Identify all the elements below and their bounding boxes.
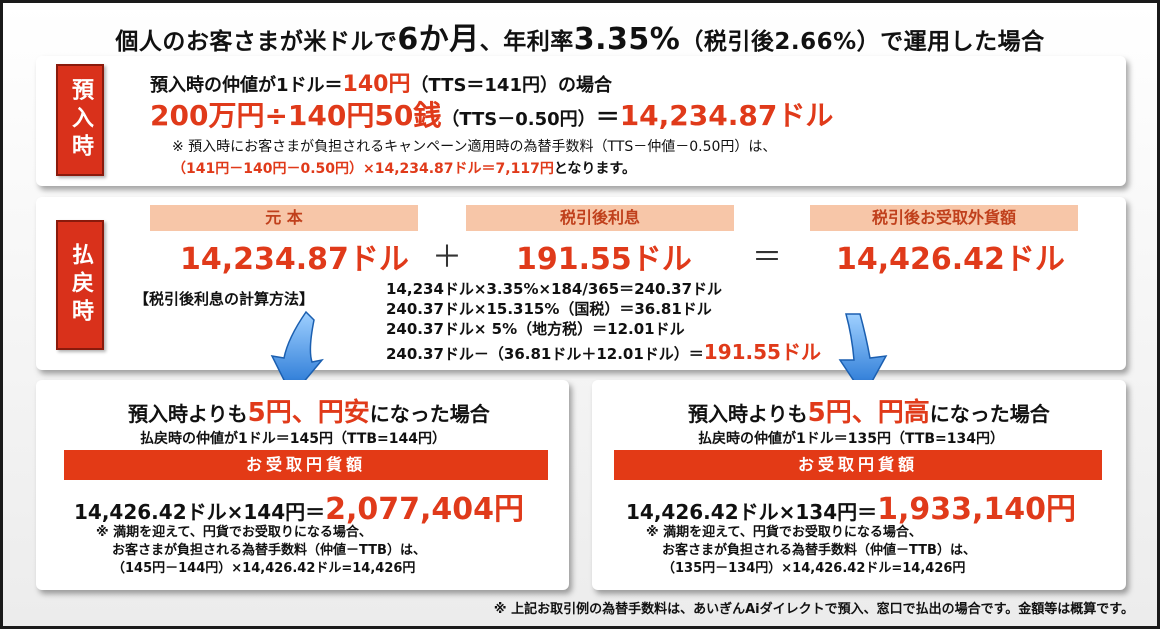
deposit-line1-suffix: （TTS＝141円）の場合 (410, 75, 612, 96)
deposit-panel (36, 56, 1126, 186)
deposit-calc-eq: ＝ (595, 103, 620, 131)
deposit-note2: （141円－140円－0.50円）×14,234.87ドル＝7,117円となりま… (172, 158, 636, 178)
deposit-label: 預入時 (56, 64, 104, 176)
weak-yen-heading-red: 5円、円安 (247, 398, 370, 428)
equals-sign: ＝ (752, 240, 782, 275)
title-mid: 、年利率 (479, 29, 574, 55)
weak-yen-panel (36, 380, 569, 590)
deposit-line1-prefix: 預入時の仲値が1ドル＝ (150, 75, 343, 96)
interest-head: 税引後利息 (466, 205, 734, 231)
strong-yen-heading-prefix: 預入時よりも (688, 402, 808, 426)
title-suffix: （税引後2.66%）で運用した場合 (680, 29, 1045, 55)
total-head: 税引後お受取外貨額 (810, 205, 1078, 231)
strong-yen-bar: お受取円貨額 (614, 450, 1102, 480)
principal-value: 14,234.87ドル (180, 242, 409, 277)
weak-yen-heading-prefix: 預入時よりも (128, 402, 248, 426)
plus-sign: ＋ (432, 240, 462, 275)
strong-yen-note1: ※ 満期を迎えて、円貨でお受取りになる場合、 (646, 525, 922, 540)
interest-calc-1: 14,234ドル×3.35%×184/365＝240.37ドル (386, 280, 723, 298)
down-arrow-left-icon (270, 310, 324, 398)
title-rate: 3.35% (573, 22, 681, 57)
deposit-note2-tail: となります。 (553, 161, 637, 177)
strong-yen-calc: 14,426.42ドル×134円＝1,933,140円 (626, 484, 1076, 528)
weak-yen-sub: 払戻時の仲値が1ドル＝145円（TTB=144円） (140, 431, 447, 447)
footnote: ※ 上記お取引例の為替手数料は、あいぎんAiダイレクトで預入、窓口で払出の場合で… (493, 602, 1134, 617)
interest-calc-4-result: 191.55ドル (703, 340, 821, 364)
interest-calc-2: 240.37ドル×15.315%（国税）＝36.81ドル (386, 300, 712, 318)
deposit-calc-note: （TTS－0.50円） (441, 109, 596, 130)
strong-yen-note2: お客さまが負担される為替手数料（仲値－TTB）は、 (662, 543, 976, 558)
deposit-line1-value: 140円 (342, 72, 411, 97)
weak-yen-calc: 14,426.42ドル×144円＝2,077,404円 (74, 484, 524, 528)
deposit-calc: 200万円÷140円50銭（TTS－0.50円）＝14,234.87ドル (150, 94, 833, 134)
weak-yen-calc-result: 2,077,404円 (325, 492, 525, 527)
total-value: 14,426.42ドル (836, 242, 1065, 277)
strong-yen-sub: 払戻時の仲値が1ドル＝135円（TTB=134円） (698, 431, 1005, 447)
deposit-note1: ※ 預入時にお客さまが負担されるキャンペーン適用時の為替手数料（TTS－仲値－0… (172, 139, 777, 155)
page-title: 個人のお客さまが米ドルで6か月、年利率3.35%（税引後2.66%）で運用した場… (0, 14, 1160, 58)
strong-yen-heading-suffix: になった場合 (929, 402, 1050, 426)
down-arrow-right-icon (838, 313, 888, 398)
strong-yen-calc-prefix: 14,426.42ドル×134円＝ (626, 500, 878, 524)
strong-yen-calc-result: 1,933,140円 (877, 492, 1077, 527)
title-prefix: 個人のお客さまが米ドルで (115, 29, 398, 55)
weak-yen-note1: ※ 満期を迎えて、円貨でお受取りになる場合、 (96, 525, 372, 540)
interest-calc-4-prefix: 240.37ドル－（36.81ドル＋12.01ドル）＝ (386, 345, 704, 363)
strong-yen-heading: 預入時よりも5円、円高になった場合 (688, 392, 1050, 429)
weak-yen-note2: お客さまが負担される為替手数料（仲値－TTB）は、 (112, 543, 426, 558)
deposit-note2-red: （141円－140円－0.50円）×14,234.87ドル＝7,117円 (172, 161, 554, 177)
weak-yen-calc-prefix: 14,426.42ドル×144円＝ (74, 500, 326, 524)
weak-yen-bar: お受取円貨額 (64, 450, 548, 480)
weak-yen-note3: （145円－144円）×14,426.42ドル=14,426円 (112, 561, 416, 576)
strong-yen-heading-red: 5円、円高 (807, 398, 930, 428)
deposit-line1: 預入時の仲値が1ドル＝140円（TTS＝141円）の場合 (150, 66, 612, 98)
principal-head: 元 本 (150, 205, 418, 231)
deposit-calc-result: 14,234.87ドル (619, 99, 834, 132)
strong-yen-panel (592, 380, 1126, 590)
payout-label: 払戻時 (56, 220, 104, 350)
weak-yen-heading: 預入時よりも5円、円安になった場合 (128, 392, 490, 429)
title-term: 6か月 (397, 22, 480, 57)
interest-value: 191.55ドル (516, 242, 692, 277)
strong-yen-note3: （135円－134円）×14,426.42ドル=14,426円 (662, 561, 966, 576)
method-label: 【税引後利息の計算方法】 (134, 290, 315, 308)
deposit-calc-amount: 200万円÷140円50銭 (150, 99, 442, 132)
interest-calc-4: 240.37ドル－（36.81ドル＋12.01ドル）＝191.55ドル (386, 336, 821, 365)
interest-calc-3: 240.37ドル× 5%（地方税）＝12.01ドル (386, 320, 685, 338)
weak-yen-heading-suffix: になった場合 (369, 402, 490, 426)
